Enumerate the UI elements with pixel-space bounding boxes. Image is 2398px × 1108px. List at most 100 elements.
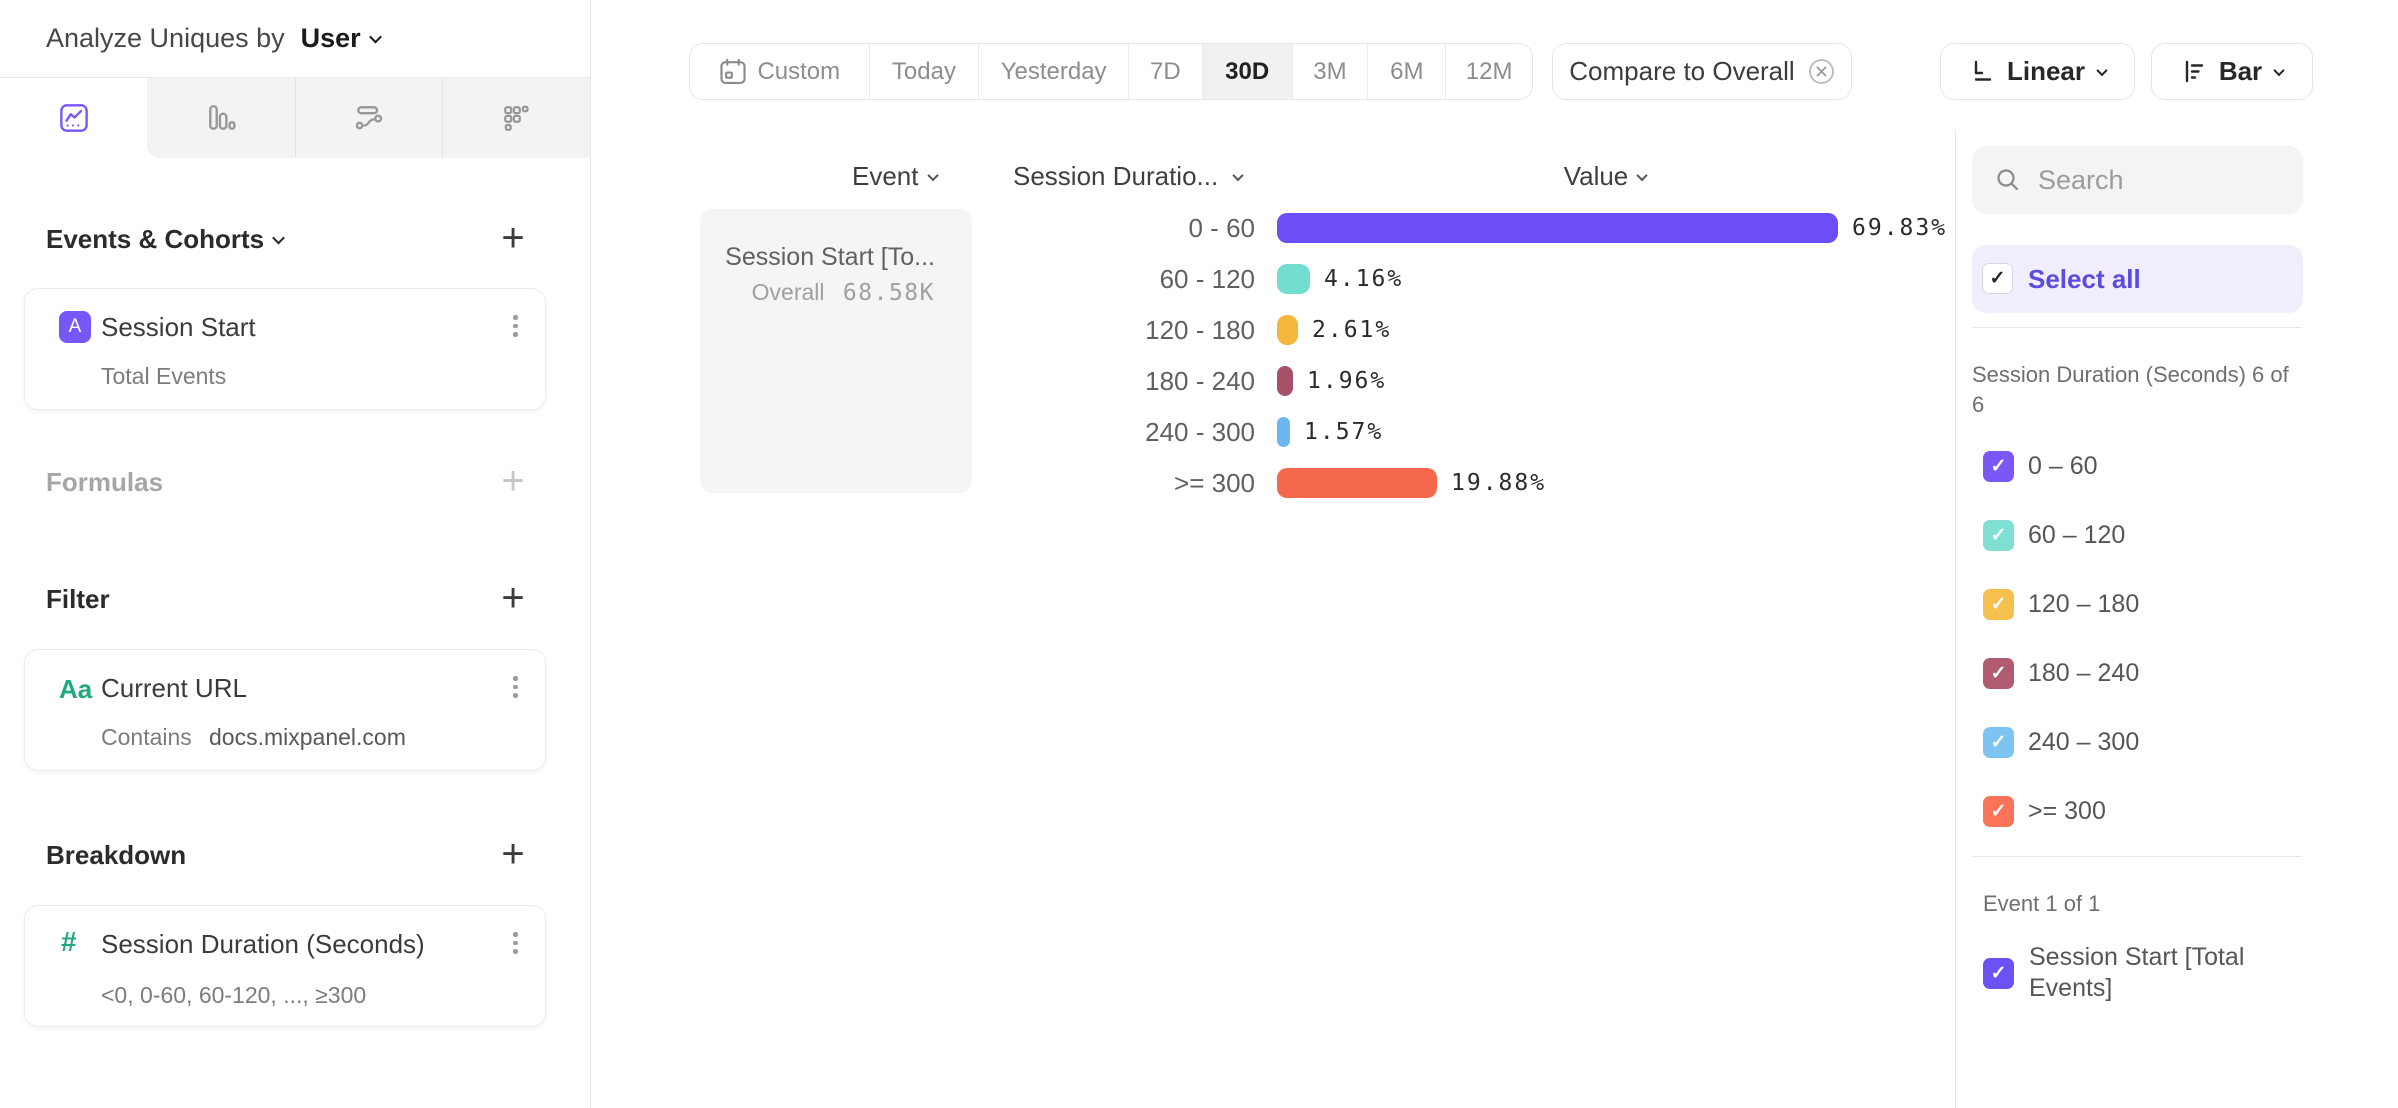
filter-card-menu-icon[interactable]	[507, 670, 524, 704]
date-range-7d[interactable]: 7D	[1129, 44, 1203, 99]
chevron-down-icon	[1232, 169, 1244, 181]
breakdown-legend-item[interactable]: ✓ 180 – 240	[1983, 658, 2283, 689]
legend-item-label: 240 – 300	[2028, 728, 2140, 756]
chevron-down-icon	[368, 30, 382, 43]
events-cohorts-header[interactable]: Events & Cohorts	[46, 222, 286, 256]
filter-title: Filter	[46, 583, 110, 614]
date-range-label: 30D	[1225, 57, 1270, 85]
legend-search-box	[1972, 146, 2303, 214]
event-item-checkbox[interactable]: ✓	[1983, 957, 2014, 989]
date-range-3m[interactable]: 3M	[1293, 44, 1369, 99]
legend-item-checkbox[interactable]: ✓	[1983, 796, 2014, 827]
legend-item-label: 120 – 180	[2028, 590, 2140, 618]
legend-item-checkbox[interactable]: ✓	[1983, 658, 2014, 689]
line-chart-icon	[59, 103, 89, 133]
event-card-measurement[interactable]: Total Events	[101, 363, 227, 389]
date-range-6m[interactable]: 6M	[1368, 44, 1447, 99]
bar-value-label: 2.61%	[1312, 317, 1392, 343]
column-header-event-label: Event	[852, 161, 919, 191]
breakdown-header: Breakdown	[46, 838, 186, 872]
add-event-button[interactable]: +	[501, 216, 525, 260]
bar-view-icon	[2181, 58, 2208, 85]
event-card-menu-icon[interactable]	[507, 309, 524, 343]
bar-segment-2[interactable]	[1277, 264, 1310, 294]
bar-value-label: 19.88%	[1451, 470, 1547, 496]
event-legend-item[interactable]: ✓ Session Start [Total Events]	[1983, 942, 2283, 1004]
add-breakdown-button[interactable]: +	[501, 832, 525, 876]
chart-type-tab-line[interactable]	[0, 78, 147, 158]
legend-item-label: >= 300	[2028, 797, 2106, 825]
add-filter-button[interactable]: +	[501, 576, 525, 620]
legend-item-label: 180 – 240	[2028, 659, 2140, 687]
breakdown-card-session-duration[interactable]: # Session Duration (Seconds) <0, 0-60, 6…	[24, 905, 546, 1027]
bar-segment-5[interactable]	[1277, 417, 1290, 447]
breakdown-card-menu-icon[interactable]	[507, 926, 524, 960]
date-range-30d[interactable]: 30D	[1202, 44, 1293, 99]
bar-category-label: 120 - 180	[1145, 315, 1255, 345]
bar-chart-icon	[206, 103, 236, 133]
compare-chip-label: Compare to Overall	[1569, 56, 1795, 86]
add-formula-button[interactable]: +	[501, 459, 525, 503]
select-all-checkbox[interactable]: ✓	[1982, 263, 2013, 294]
breakdown-legend-item[interactable]: ✓ >= 300	[1983, 796, 2283, 827]
bar-segment-1[interactable]	[1277, 213, 1838, 243]
chart-type-tab-bar[interactable]	[148, 78, 295, 158]
breakdown-title: Breakdown	[46, 839, 187, 870]
bar-segment-3[interactable]	[1277, 315, 1298, 345]
bar-value-label: 1.96%	[1307, 368, 1387, 394]
column-header-breakdown[interactable]: Session Duratio...	[1013, 161, 1244, 192]
filter-value[interactable]: docs.mixpanel.com	[209, 724, 406, 750]
select-all-row[interactable]: ✓ Select all	[1972, 245, 2303, 313]
flow-chart-icon	[354, 103, 384, 133]
date-range-label: Yesterday	[1000, 57, 1107, 85]
column-header-value[interactable]: Value	[1540, 161, 1670, 192]
date-range-label: 12M	[1465, 57, 1513, 85]
bar-segment-6[interactable]	[1277, 468, 1437, 498]
breakdown-legend-item[interactable]: ✓ 60 – 120	[1983, 520, 2283, 551]
scale-selector[interactable]: Linear	[1940, 43, 2135, 100]
analyze-uniques-row: Analyze Uniques by User	[46, 20, 382, 56]
event-row-cell[interactable]: Session Start [To... Overall 68.58K	[700, 209, 972, 493]
breakdown-card-title: Session Duration (Seconds)	[101, 929, 425, 959]
filter-card-current-url[interactable]: Aa Current URL Contains docs.mixpanel.co…	[24, 649, 546, 771]
legend-item-checkbox[interactable]: ✓	[1983, 727, 2014, 758]
legend-item-checkbox[interactable]: ✓	[1983, 589, 2014, 620]
date-range-yesterday[interactable]: Yesterday	[979, 44, 1129, 99]
search-input[interactable]	[2038, 146, 2293, 214]
bar-category-label: 0 - 60	[1188, 213, 1256, 243]
chart-view-selector[interactable]: Bar	[2151, 43, 2313, 100]
breakdown-buckets[interactable]: <0, 0-60, 60-120, ..., ≥300	[101, 982, 367, 1008]
events-cohorts-title: Events & Cohorts	[46, 223, 265, 254]
chart-view-label: Bar	[2218, 56, 2263, 86]
formulas-header: Formulas	[46, 465, 163, 499]
date-range-today[interactable]: Today	[870, 44, 980, 99]
numeric-property-icon: #	[61, 926, 77, 957]
legend-item-checkbox[interactable]: ✓	[1983, 520, 2014, 551]
analyze-by-dropdown[interactable]: User	[301, 23, 382, 54]
bar-value-label: 1.57%	[1304, 419, 1384, 445]
chart-type-tab-grid[interactable]	[443, 78, 590, 158]
bar-value-label: 69.83%	[1852, 215, 1948, 241]
date-range-custom[interactable]: Custom	[690, 44, 870, 99]
bar-segment-4[interactable]	[1277, 366, 1293, 396]
chart-type-tab-flow[interactable]	[295, 78, 442, 158]
date-range-12m[interactable]: 12M	[1446, 44, 1532, 99]
event-card-session-start[interactable]: A Session Start Total Events	[24, 288, 546, 410]
breakdown-legend-item[interactable]: ✓ 120 – 180	[1983, 589, 2283, 620]
compare-to-overall-chip[interactable]: Compare to Overall	[1552, 43, 1852, 100]
legend-item-label: 60 – 120	[2028, 521, 2126, 549]
select-all-label: Select all	[2028, 264, 2141, 294]
filter-card-title: Current URL	[101, 673, 247, 703]
formulas-title: Formulas	[46, 466, 164, 497]
text-property-icon: Aa	[59, 674, 93, 704]
event-card-title: Session Start	[101, 312, 256, 342]
breakdown-legend-item[interactable]: ✓ 0 – 60	[1983, 451, 2283, 482]
breakdown-legend-item[interactable]: ✓ 240 – 300	[1983, 727, 2283, 758]
remove-compare-icon[interactable]	[1808, 58, 1835, 85]
column-header-event[interactable]: Event	[852, 161, 939, 192]
bar-category-label: >= 300	[1174, 468, 1255, 498]
filter-operator[interactable]: Contains	[101, 724, 192, 750]
event-item-label: Session Start [Total Events]	[2029, 943, 2245, 1002]
legend-item-checkbox[interactable]: ✓	[1983, 451, 2014, 482]
